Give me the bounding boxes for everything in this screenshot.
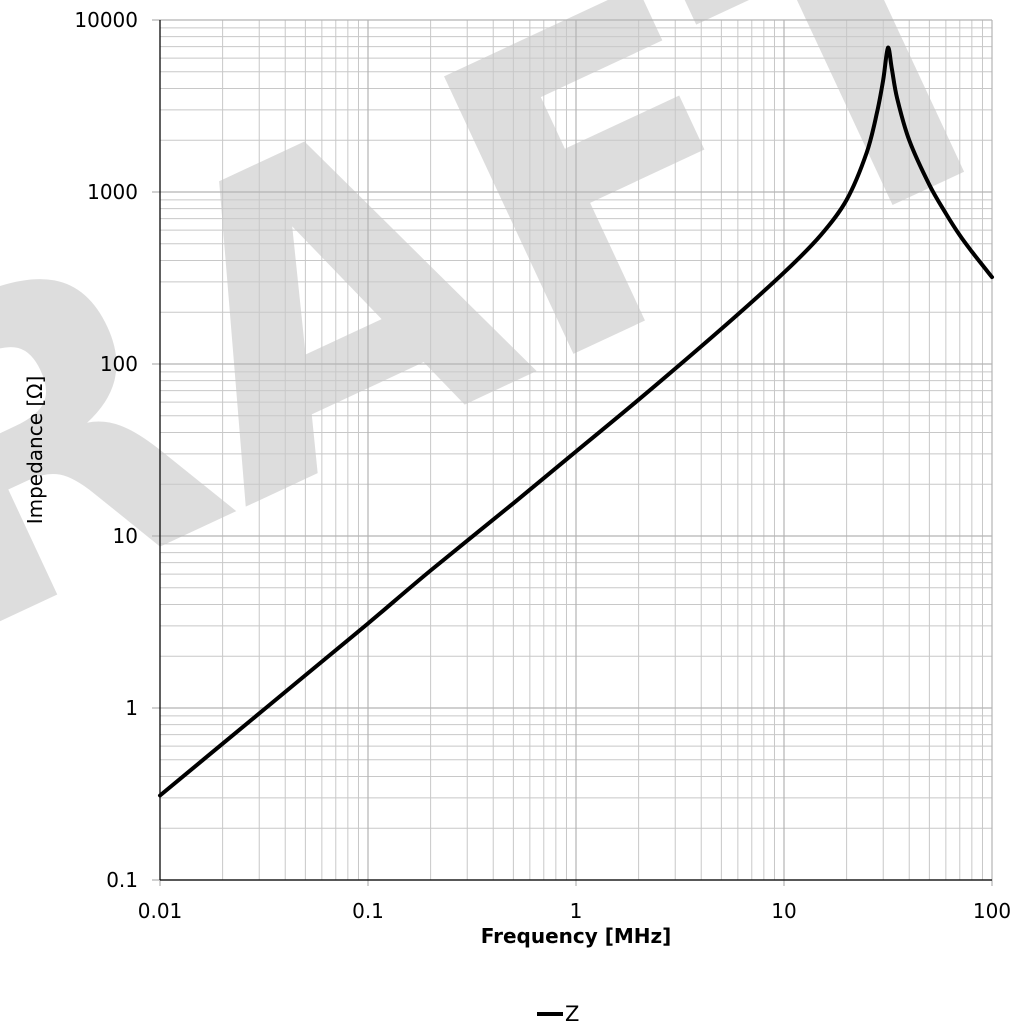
y-tick-label: 100 — [100, 352, 138, 376]
grid-minor — [160, 20, 992, 880]
y-tick-label: 1000 — [87, 180, 138, 204]
draft-watermark: DRAFT — [0, 0, 1034, 882]
y-tick-label: 0.1 — [106, 868, 138, 892]
x-tick-label: 0.1 — [352, 899, 384, 923]
series-layer — [158, 45, 994, 798]
legend: Z — [537, 1002, 579, 1025]
y-axis-label: Impedance [Ω] — [23, 376, 47, 525]
x-tick-labels: 0.01 0.1 1 10 100 — [138, 899, 1011, 923]
y-tick-labels: 0.1 1 10 100 1000 10000 — [74, 8, 138, 892]
y-tick-label: 10 — [113, 524, 138, 548]
x-tick-label: 100 — [973, 899, 1011, 923]
x-tick-label: 10 — [771, 899, 796, 923]
legend-label-z: Z — [565, 1002, 579, 1025]
y-tick-label: 10000 — [74, 8, 138, 32]
x-axis-label: Frequency [MHz] — [481, 924, 672, 948]
y-tick-label: 1 — [125, 696, 138, 720]
watermark-letters: DRAFT — [0, 0, 1034, 882]
x-tick-label: 1 — [570, 899, 583, 923]
series-line-z — [158, 45, 994, 798]
axes — [159, 20, 992, 881]
watermark-text: DRAFT — [0, 0, 1034, 882]
x-tick-label: 0.01 — [138, 899, 183, 923]
